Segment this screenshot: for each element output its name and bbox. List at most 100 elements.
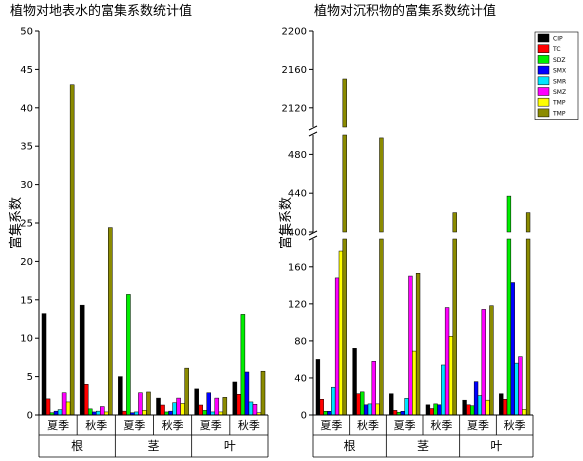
category-label: 秋季 [238,418,260,432]
bar-tmp-2 [142,410,147,416]
bar-sdz-4 [202,410,207,416]
category-label: 夏季 [467,419,489,432]
category-label: 秋季 [430,418,452,432]
category-label: 秋季 [85,418,107,432]
y-tick-label: 50 [20,27,33,38]
category-label: 夏季 [123,419,145,432]
bar-smr-0 [57,409,63,416]
legend-label: CIP [553,36,563,43]
bar-smr-3 [441,364,446,416]
bar-smr-5 [248,401,254,416]
y-tick-label: 2200 [282,27,307,38]
bar-smz-5 [252,404,258,416]
bar-cip-3 [156,397,161,416]
y-axis-label: 富集系数 [278,197,294,249]
bar-tmp-0 [65,401,71,416]
y-tick-label: 0 [301,411,307,422]
legend-label: TMP [552,110,566,117]
bar-tmp-4 [485,399,490,416]
legend-label: SMR [553,78,566,85]
bar-tmp-5 [260,370,266,416]
y-tick-label: 5 [27,372,33,383]
legend-label: SMX [553,68,566,75]
bar-smx-4 [206,392,211,416]
bar-smz-3 [444,307,450,416]
axis-break-mark [308,235,318,241]
y-tick-label: 80 [294,336,307,347]
bar-tmp-1 [379,137,384,233]
bar-smx-5 [244,371,250,416]
group-label: 叶 [224,439,236,453]
bar-tmp-1 [375,403,380,416]
y-tick-label: 0 [27,411,33,422]
category-label: 夏季 [200,419,222,432]
bar-smr-0 [331,386,336,416]
y-tick-label: 40 [294,373,307,384]
bar-tc-4 [466,404,471,416]
bar-tc-2 [392,410,398,416]
bar-tc-0 [45,398,51,416]
group-label: 根 [71,439,83,453]
y-tick-label: 120 [288,299,307,310]
bar-cip-1 [352,348,357,416]
bar-smr-4 [477,395,483,416]
bar-tc-1 [83,384,89,416]
bar-tmp-3 [452,212,457,233]
chart-title: 植物对地表水的富集系数统计值 [10,3,192,19]
category-label: 秋季 [504,418,526,432]
y-tick-label: 160 [288,262,307,273]
bar-cip-0 [315,359,321,416]
bar-tmp-5 [522,409,527,416]
bar-tmp-2 [146,391,151,416]
bar-tmp-3 [448,336,454,416]
bar-smx-0 [327,411,332,416]
bar-tmp-0 [342,134,347,233]
y-tick-label: 30 [20,180,33,191]
group-label: 茎 [147,439,159,453]
bar-smr-2 [404,398,409,416]
chart-title: 植物对沉积物的富集系数统计值 [314,3,496,19]
bar-tmp-3 [452,238,457,416]
bar-tc-3 [160,404,165,416]
bar-tc-3 [429,408,434,416]
y-tick-label: 15 [20,295,33,306]
bar-tmp-2 [415,273,421,416]
axis-break-mark [308,125,318,131]
bar-cip-3 [425,404,431,416]
y-tick-label: 10 [20,334,33,345]
bar-sdz-5 [506,238,512,416]
y-tick-label: 480 [288,150,307,161]
legend-label: SMZ [553,89,566,96]
bar-smz-1 [100,406,105,416]
bar-cip-0 [41,313,47,416]
y-tick-label: 25 [20,219,33,230]
legend-swatch [537,44,550,53]
bar-tmp-1 [108,227,113,416]
y-tick-label: 2160 [282,65,307,76]
legend-swatch [537,65,550,75]
bar-smz-3 [176,397,181,416]
bar-smr-1 [367,403,373,416]
bar-sdz-5 [240,314,246,416]
bar-smr-1 [96,410,101,416]
bar-tmp-0 [342,78,347,128]
bar-tmp-2 [412,350,417,416]
bar-cip-5 [232,381,238,416]
group-label: 叶 [490,439,502,453]
bar-cip-2 [389,393,394,416]
bar-tmp-4 [489,305,494,416]
y-tick-label: 2120 [282,103,307,114]
bar-smz-0 [61,392,67,416]
bar-smx-0 [53,410,59,416]
legend-swatch [537,33,550,43]
bar-tc-5 [236,394,242,416]
bar-sdz-0 [323,411,328,416]
bar-smz-1 [371,361,376,416]
bar-smr-5 [514,362,519,416]
legend-label: SDZ [553,57,566,64]
bar-smz-5 [518,356,523,416]
bar-sdz-1 [360,391,365,416]
